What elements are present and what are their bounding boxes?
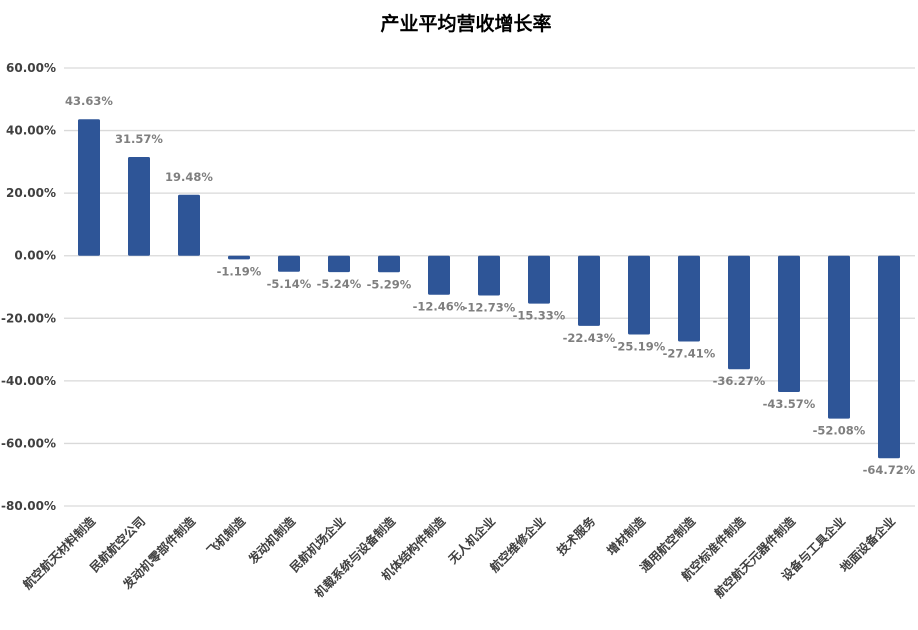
data-label: -5.24% [317,277,362,291]
y-tick-label: 40.00% [6,124,56,138]
data-label: -1.19% [217,264,262,278]
bar [78,119,100,256]
bar [828,255,850,419]
data-label: -64.72% [863,463,916,477]
bar [578,255,600,326]
bar [728,255,750,370]
data-label: -12.73% [463,301,516,315]
x-tick-label: 航空航天材料制造 [20,513,99,592]
bar [628,255,650,335]
bar [528,255,550,304]
data-label: 43.63% [65,94,113,108]
x-tick-label: 发动机制造 [244,513,298,567]
bars [78,119,900,459]
bar [128,156,150,256]
y-tick-label: 60.00% [6,61,56,75]
data-label: 19.48% [165,170,213,184]
bar [678,255,700,342]
data-label: -27.41% [663,346,716,360]
bar [228,255,250,260]
data-label: -5.14% [267,277,312,291]
data-label: -52.08% [813,424,866,438]
data-label: -5.29% [367,277,412,291]
y-tick-label: -40.00% [1,374,56,388]
y-tick-label: -20.00% [1,311,56,325]
y-tick-label: 20.00% [6,186,56,200]
chart-title: 产业平均营收增长率 [380,12,551,35]
data-label: -43.57% [763,397,816,411]
x-tick-label: 飞机制造 [204,513,249,558]
bar [378,255,400,273]
y-tick-label: -80.00% [1,499,56,513]
bar [328,255,350,273]
data-label: -36.27% [713,374,766,388]
bar [178,194,200,256]
data-label: -15.33% [513,309,566,323]
x-tick-label: 增材制造 [604,513,649,558]
data-label: 31.57% [115,132,163,146]
x-tick-label: 机载系统与设备制造 [311,513,399,601]
x-tick-label: 无人机企业 [444,514,498,568]
y-tick-label: 0.00% [14,249,56,263]
bar [478,255,500,296]
bar [778,255,800,393]
bar [278,255,300,272]
x-tick-label: 航空航天元器件制造 [711,513,799,601]
data-labels: 43.63% 31.57% 19.48% -1.19% -5.14% -5.24% -5.2… [65,94,916,477]
bar [428,255,450,295]
data-label: -25.19% [613,340,666,354]
y-tick-label: -60.00% [1,436,56,450]
y-axis: 60.00% 40.00% 20.00% 0.00% -20.00% -40.00% -60… [1,61,56,513]
data-label: -22.43% [563,331,616,345]
x-tick-label: 技术服务 [554,513,599,558]
gridlines [64,67,915,507]
data-label: -12.46% [413,300,466,314]
bar [878,255,900,459]
